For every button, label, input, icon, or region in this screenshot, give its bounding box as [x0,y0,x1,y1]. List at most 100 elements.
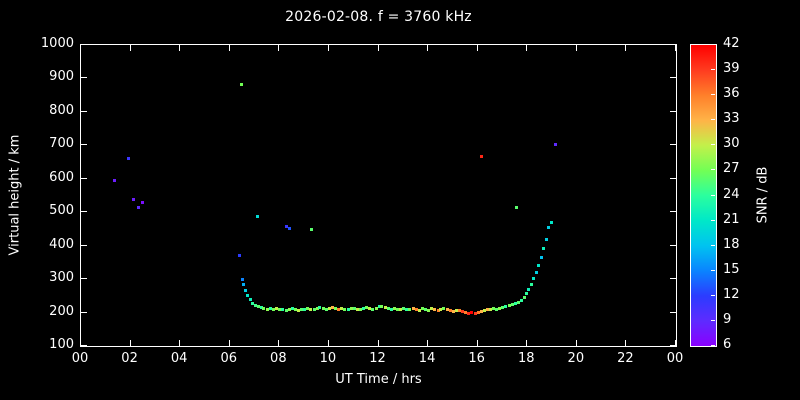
data-point [483,309,486,312]
data-point [244,289,247,292]
colorbar-tick-mark [711,194,715,196]
colorbar-tick-label: 30 [723,136,740,152]
colorbar-tick-mark [711,269,715,271]
colorbar-tick-label: 6 [723,337,732,352]
x-tick-mark [179,45,181,51]
y-tick-mark [670,311,676,313]
colorbar-tick-label: 24 [723,186,740,202]
data-point [371,308,374,311]
colorbar-tick-mark [711,69,715,71]
x-tick-label: 20 [567,351,585,366]
data-point [396,308,399,311]
y-tick-label: 200 [49,303,74,319]
data-point [408,308,411,311]
data-point [449,309,452,312]
x-tick-mark [427,45,429,51]
data-point [455,309,458,312]
colorbar-tick-label: 33 [723,111,740,127]
colorbar-tick-mark [711,44,715,45]
x-tick-mark [427,340,429,346]
data-point [470,311,473,314]
data-point [353,307,356,310]
data-point [350,307,353,310]
y-axis-label: Virtual height / km [7,134,23,256]
data-point [515,206,518,209]
data-point [492,307,495,310]
x-tick-label: 08 [270,351,287,366]
data-point [504,305,507,308]
x-tick-label: 18 [517,351,535,366]
data-point [285,225,288,228]
colorbar-tick-label: 15 [723,261,740,277]
data-point [285,309,288,312]
data-point [464,311,467,314]
data-point [238,254,241,257]
data-point [334,307,337,310]
y-tick-label: 300 [49,270,74,286]
data-point [325,308,328,311]
chart-title: 2026-02-08. f = 3760 kHz [285,9,472,25]
data-point [421,307,424,310]
y-tick-mark [670,144,676,146]
data-point [242,283,245,286]
y-tick-mark [670,244,676,246]
data-point [547,226,550,229]
y-tick-label: 700 [49,136,74,152]
data-point [297,309,300,312]
data-point [249,298,252,301]
y-tick-mark [81,110,87,112]
x-tick-mark [80,340,81,346]
data-point [418,309,421,312]
data-point [294,308,297,311]
colorbar-tick-mark [711,144,715,146]
data-point [489,308,492,311]
x-tick-mark [278,45,280,51]
data-point [452,310,455,313]
plot-area [80,44,677,347]
data-point [390,308,393,311]
x-tick-mark [675,340,676,346]
data-point [530,283,533,286]
data-point [375,307,378,310]
data-point [427,309,430,312]
x-tick-mark [476,45,478,51]
data-point [415,308,418,311]
x-tick-mark [327,45,329,51]
x-tick-mark [377,45,379,51]
data-point [113,179,116,182]
data-point [141,201,144,204]
data-point [520,299,523,302]
data-point [458,309,461,312]
x-tick-label: 22 [617,351,634,366]
data-point [467,312,470,315]
data-point [288,308,291,311]
x-tick-mark [228,45,230,51]
data-point [495,308,498,311]
data-point [240,83,243,86]
x-tick-mark [129,340,131,346]
x-tick-label: 02 [121,351,138,366]
colorbar-tick-label: 18 [723,236,740,252]
data-point [430,307,433,310]
data-point [300,308,303,311]
x-tick-mark [575,45,577,51]
data-point [340,307,343,310]
data-point [387,307,390,310]
data-point [132,198,135,201]
colorbar [690,44,717,347]
data-point [525,292,528,295]
x-tick-mark [278,340,280,346]
data-point [281,308,284,311]
data-point [550,221,553,224]
data-point [257,305,260,308]
data-point [275,307,278,310]
y-tick-mark [81,177,87,179]
y-tick-mark [670,77,676,79]
data-point [331,306,334,309]
y-tick-mark [81,278,87,280]
data-point [362,307,365,310]
x-tick-mark [327,340,329,346]
colorbar-tick-label: 9 [723,311,732,327]
data-point [474,312,477,315]
